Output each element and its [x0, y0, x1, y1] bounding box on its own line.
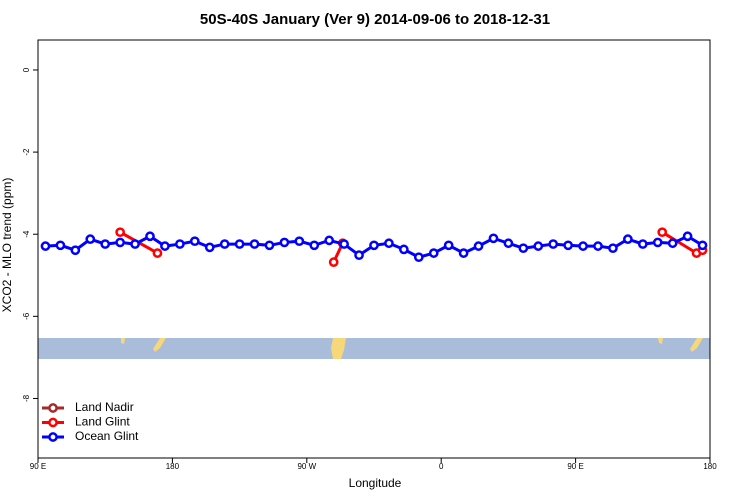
point	[70, 245, 81, 256]
legend-marker	[48, 403, 58, 413]
map-strip	[38, 338, 710, 359]
point	[204, 242, 215, 253]
point	[637, 239, 648, 249]
point	[369, 240, 379, 251]
point	[264, 240, 275, 251]
point	[55, 240, 66, 251]
point	[578, 241, 588, 251]
x-tick-label: 90 E	[567, 462, 583, 471]
legend-label: Ocean Glint	[75, 429, 139, 443]
point	[85, 234, 96, 244]
point	[413, 252, 424, 263]
plot-frame	[37, 39, 711, 459]
point	[608, 243, 618, 254]
y-tick-label: -8	[22, 394, 31, 402]
point	[667, 238, 678, 249]
legend-label: Land Glint	[75, 415, 130, 429]
point	[623, 234, 633, 244]
point	[324, 235, 335, 246]
point	[657, 227, 668, 238]
point	[384, 238, 394, 249]
point	[115, 227, 125, 238]
legend-marker	[48, 432, 58, 442]
chart-title: 50S-40S January (Ver 9) 2014-09-06 to 20…	[200, 11, 550, 28]
point	[40, 241, 51, 251]
point	[160, 241, 170, 251]
x-axis-label: Longitude	[349, 476, 402, 490]
y-tick-label: -4	[22, 230, 31, 238]
x-tick-label: 90 W	[297, 462, 316, 471]
point	[682, 231, 693, 242]
point	[488, 233, 499, 244]
legend-label: Land Nadir	[75, 400, 134, 414]
point	[189, 236, 200, 247]
x-tick-label: 90 E	[30, 462, 46, 471]
legend-marker	[48, 417, 58, 428]
point	[652, 237, 663, 248]
point	[152, 248, 163, 258]
x-tick-label: 0	[439, 462, 444, 471]
point	[399, 244, 409, 255]
point	[563, 240, 573, 251]
point	[309, 240, 320, 251]
point	[458, 248, 469, 258]
point	[518, 243, 529, 254]
point	[593, 241, 603, 251]
point	[249, 239, 260, 249]
point	[234, 239, 245, 249]
x-tick-label: 180	[703, 462, 717, 471]
x-tick-label: 180	[166, 462, 180, 471]
point	[328, 257, 339, 267]
y-tick-label: -6	[22, 312, 31, 320]
point	[100, 239, 111, 249]
point	[473, 241, 484, 251]
point	[175, 239, 185, 249]
point	[279, 237, 290, 248]
y-tick-label: -2	[22, 148, 31, 156]
point	[443, 240, 454, 251]
point	[115, 237, 125, 248]
point	[428, 248, 439, 258]
point	[145, 231, 155, 242]
series	[40, 231, 708, 263]
point	[548, 239, 559, 249]
point	[533, 241, 544, 251]
point	[339, 239, 349, 249]
point	[294, 236, 305, 247]
point	[354, 250, 364, 261]
point	[503, 238, 514, 249]
point	[130, 239, 140, 249]
point	[697, 240, 708, 251]
point	[219, 239, 230, 249]
y-axis-label: XCO2 - MLO trend (ppm)	[0, 178, 14, 313]
y-tick-label: 0	[22, 67, 31, 72]
